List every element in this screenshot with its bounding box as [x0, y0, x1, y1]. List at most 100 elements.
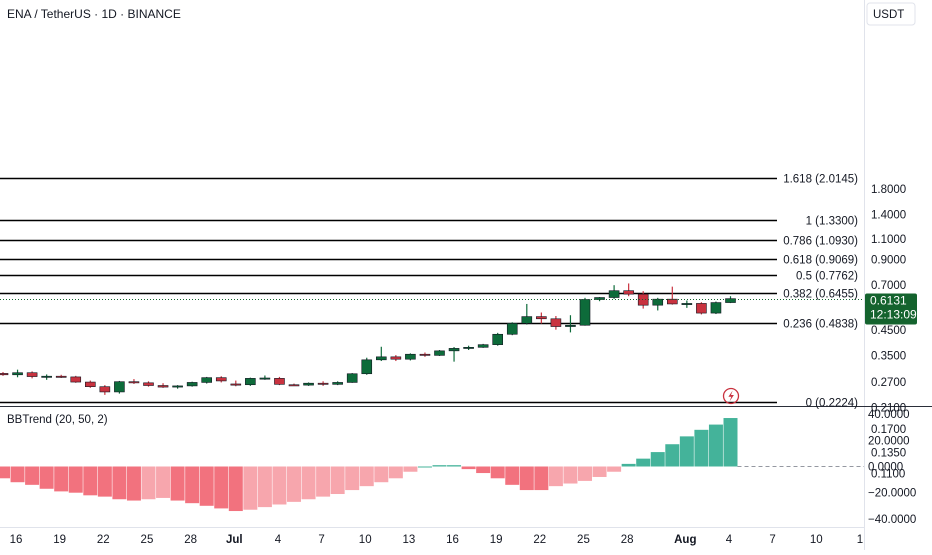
price-tick-label: 0.3500 [871, 351, 906, 363]
price-tick-label: 0.1100 [871, 468, 905, 480]
candle [434, 350, 445, 356]
price-axis-ticks[interactable]: 1.8000 1.4000 1.1000 0.9000 0.7000 0.4500 0.35… [871, 184, 906, 480]
candle [259, 375, 271, 380]
histogram-bar [170, 466, 185, 501]
histogram-bar [54, 466, 69, 492]
time-tick-label: 10 [359, 534, 372, 546]
candle [332, 381, 343, 386]
indicator-title[interactable]: BBTrend (20, 50, 2) [7, 414, 108, 426]
candle [550, 315, 562, 330]
histogram-bar [476, 466, 491, 474]
indicator-tick-label: 20.0000 [868, 435, 910, 447]
time-tick-label: 19 [490, 534, 503, 546]
histogram-bar [403, 466, 418, 472]
time-tick-label: 28 [621, 534, 634, 546]
histogram-bar [548, 466, 563, 487]
price-tick-label: 0.4500 [871, 325, 906, 337]
time-tick-label: 1 [857, 534, 863, 546]
price-tick-label: 0.2100 [871, 403, 906, 415]
histogram-bar [287, 466, 301, 502]
histogram-bar [607, 466, 622, 472]
candle [230, 380, 242, 387]
candle [157, 383, 169, 388]
price-tick-label: 1.8000 [871, 184, 906, 196]
indicator-axis-ticks[interactable]: 40.0000 20.0000 0.0000 −20.0000 −40.0000 [868, 409, 916, 526]
histogram-bar [563, 466, 578, 484]
price-tick-label: 0.1700 [871, 424, 906, 436]
fib-label: 0 (0.2224) [806, 398, 859, 410]
fib-retracement[interactable]: 1.618 (2.0145) 1 (1.3300) 0.786 (1.0930) 0.… [0, 174, 858, 410]
candle [405, 353, 416, 361]
histogram-bar [723, 418, 738, 467]
time-axis-labels[interactable]: 16 19 22 25 28 Jul 4 7 10 13 16 19 22 25 28 Aug 4 7 10 1 [10, 534, 864, 546]
price-tick-label: 0.7000 [871, 280, 906, 292]
candle [215, 376, 227, 383]
candle [55, 374, 67, 378]
candle [419, 352, 431, 357]
histogram-bar [0, 466, 10, 479]
candle [99, 385, 111, 395]
lightning-alert-icon[interactable] [722, 387, 740, 405]
price-tick-label: 0.1350 [871, 448, 906, 460]
histogram-bar [621, 463, 636, 467]
histogram-bar [359, 466, 374, 487]
time-tick-label: 25 [141, 534, 154, 546]
fib-label: 0.618 (0.9069) [783, 255, 858, 267]
candle [725, 296, 736, 304]
time-tick-label: 22 [533, 534, 546, 546]
histogram-bar [301, 466, 316, 500]
candle [41, 374, 52, 380]
histogram-bar [388, 466, 403, 479]
fib-label: 1.618 (2.0145) [783, 174, 858, 186]
candle [666, 286, 678, 305]
candle [492, 332, 504, 346]
histogram-bar [636, 458, 651, 467]
price-tick-label: 0.2700 [871, 377, 906, 389]
histogram-bar [25, 466, 40, 485]
histogram-bar [185, 466, 200, 504]
histogram-bar [97, 466, 112, 497]
time-tick-label: 4 [726, 534, 733, 546]
symbol-title[interactable]: ENA / TetherUS · 1D · BINANCE [7, 7, 181, 21]
time-tick-label: 10 [810, 534, 823, 546]
histogram-bar [126, 466, 141, 501]
candle [696, 302, 707, 315]
histogram-bar [68, 466, 83, 493]
time-tick-label: Jul [226, 534, 243, 546]
candlestick-series [0, 283, 736, 395]
histogram-bar [679, 436, 694, 467]
currency-label: USDT [873, 9, 904, 21]
candle [128, 379, 140, 384]
fib-label: 0.786 (1.0930) [783, 236, 858, 248]
candle [0, 372, 9, 376]
time-tick-label: 25 [577, 534, 590, 546]
histogram-bar [330, 466, 345, 495]
histogram-bar [461, 466, 476, 470]
candle [143, 381, 154, 387]
histogram-bar [199, 466, 214, 506]
candle [463, 345, 474, 351]
histogram-bar [243, 466, 258, 510]
time-tick-label: 16 [10, 534, 23, 546]
candle [346, 373, 358, 383]
histogram-bar [257, 466, 272, 508]
time-tick-label: 22 [97, 534, 110, 546]
histogram-bar [417, 466, 432, 468]
histogram-bar [432, 465, 447, 467]
candle [390, 355, 402, 362]
candle [85, 380, 96, 388]
price-tick-label: 0.9000 [871, 255, 906, 267]
candle [608, 285, 620, 299]
time-tick-label: 13 [402, 534, 415, 546]
fib-label: 0.236 (0.4838) [783, 319, 858, 331]
histogram-bar [228, 466, 243, 512]
price-tick-label: 1.1000 [871, 234, 906, 246]
time-tick-label: 28 [184, 534, 197, 546]
histogram-bar [345, 466, 360, 491]
currency-box[interactable] [866, 2, 916, 26]
time-tick-label: 4 [275, 534, 282, 546]
candle [536, 312, 547, 324]
candle [681, 300, 693, 308]
